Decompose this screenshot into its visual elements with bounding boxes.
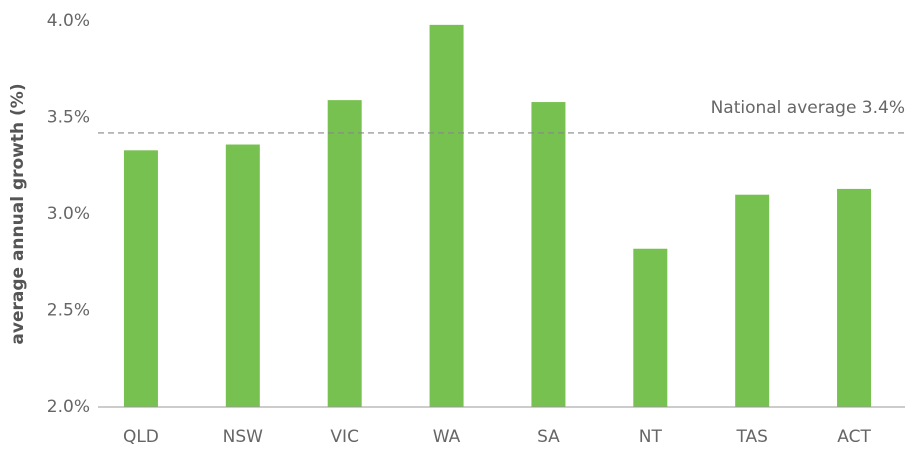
bar bbox=[735, 194, 770, 407]
bar bbox=[225, 144, 260, 407]
y-tick-label: 2.5% bbox=[47, 301, 90, 321]
x-tick-label: TAS bbox=[735, 427, 768, 447]
x-tick-label: WA bbox=[433, 427, 461, 447]
bar bbox=[531, 102, 566, 407]
bar bbox=[837, 188, 872, 407]
y-axis-label: average annual growth (%) bbox=[8, 83, 28, 344]
x-tick-label: VIC bbox=[330, 427, 359, 447]
x-tick-label: SA bbox=[537, 427, 560, 447]
x-tick-label: ACT bbox=[837, 427, 871, 447]
bar bbox=[327, 100, 362, 407]
y-tick-label: 3.0% bbox=[47, 204, 90, 224]
y-tick-label: 4.0% bbox=[47, 11, 90, 31]
y-tick-label: 2.0% bbox=[47, 397, 90, 417]
bar bbox=[633, 248, 668, 407]
x-tick-label: QLD bbox=[123, 427, 159, 447]
x-tick-label: NSW bbox=[223, 427, 264, 447]
bar bbox=[429, 24, 464, 408]
y-tick-label: 3.5% bbox=[47, 108, 90, 128]
x-tick-label: NT bbox=[639, 427, 663, 447]
bar bbox=[123, 150, 158, 407]
reference-label: National average 3.4% bbox=[711, 98, 905, 118]
